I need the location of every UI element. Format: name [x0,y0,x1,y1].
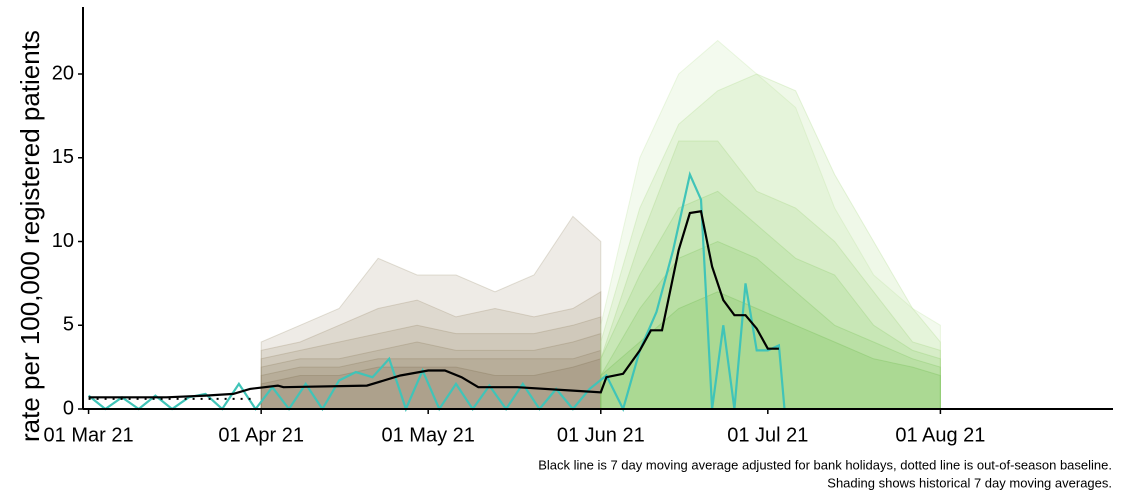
x-tick-label: 01 Mar 21 [44,424,134,446]
x-tick-label: 01 Jul 21 [727,424,808,446]
y-tick-label: 15 [52,146,74,168]
rate-line [88,210,779,399]
y-tick-label: 10 [52,230,74,252]
rate-line [87,170,786,413]
x-tick-label: 01 Jun 21 [557,424,645,446]
x-tick-label: 01 Apr 21 [218,424,304,446]
y-tick-label: 20 [52,62,74,84]
x-tick-label: 01 Aug 21 [895,424,985,446]
footnote: Black line is 7 day moving average adjus… [538,457,1112,472]
y-axis-label: rate per 100,000 registered patients [15,30,45,442]
y-tick-label: 0 [63,397,74,419]
y-tick-label: 5 [63,314,74,336]
x-tick-label: 01 May 21 [381,424,474,446]
footnote: Shading shows historical 7 day moving av… [827,475,1112,490]
